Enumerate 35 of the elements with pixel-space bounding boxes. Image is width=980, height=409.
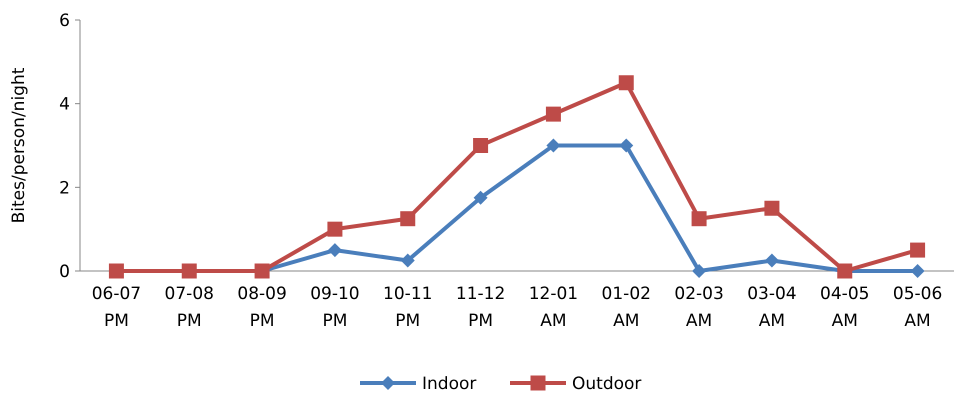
point	[764, 200, 780, 216]
point	[328, 243, 342, 258]
point	[400, 254, 415, 268]
point	[692, 264, 706, 278]
point	[910, 264, 925, 278]
y-tick-label: 2	[59, 178, 70, 198]
x-tick-label: 03-04 AM	[747, 284, 797, 331]
x-tick-label: 09-10 PM	[310, 284, 360, 331]
point	[764, 254, 779, 268]
point	[327, 222, 342, 237]
point	[619, 138, 634, 152]
y-tick-label: 6	[59, 10, 70, 31]
y-tick-label: 0	[59, 262, 70, 282]
point	[400, 211, 416, 226]
x-tick-label: 12-01 AM	[528, 284, 578, 331]
x-tick-label: 11-12 PM	[456, 284, 506, 331]
legend-label: Indoor	[422, 374, 476, 394]
y-axis-title: Bites/person/night	[9, 67, 29, 224]
x-tick-label: 07-08 PM	[164, 284, 214, 331]
point	[474, 190, 488, 205]
point	[473, 138, 488, 153]
x-tick-label: 06-07 PM	[92, 284, 142, 331]
x-tick-label: 10-11 PM	[383, 284, 432, 331]
x-tick-label: 04-05 AM	[820, 284, 870, 331]
x-tick-label: 02-03 AM	[674, 284, 724, 331]
point	[910, 242, 926, 258]
point	[692, 211, 707, 226]
point	[546, 138, 560, 152]
legend-label: Outdoor	[572, 374, 642, 394]
x-tick-label: 01-02 AM	[602, 284, 651, 331]
point	[546, 106, 561, 122]
y-tick-label: 4	[59, 94, 70, 115]
x-tick-label: 05-06 AM	[892, 284, 942, 331]
point	[618, 75, 634, 90]
x-tick-label: 08-09 PM	[237, 284, 287, 331]
